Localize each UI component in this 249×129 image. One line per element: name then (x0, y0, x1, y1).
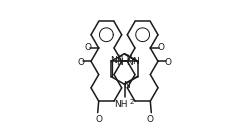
Text: O: O (85, 43, 92, 51)
Text: O: O (147, 115, 154, 124)
Text: NH: NH (114, 100, 127, 109)
Text: O: O (165, 58, 172, 67)
Text: N: N (110, 56, 117, 65)
Text: O: O (77, 58, 84, 67)
Text: N: N (132, 57, 139, 66)
Text: 2: 2 (130, 99, 134, 106)
Text: O: O (95, 115, 102, 124)
Text: N: N (124, 81, 130, 90)
Text: H: H (126, 54, 131, 60)
Text: N: N (116, 58, 123, 67)
Text: O: O (157, 43, 164, 51)
Text: N: N (126, 58, 133, 67)
Text: H: H (118, 54, 123, 60)
